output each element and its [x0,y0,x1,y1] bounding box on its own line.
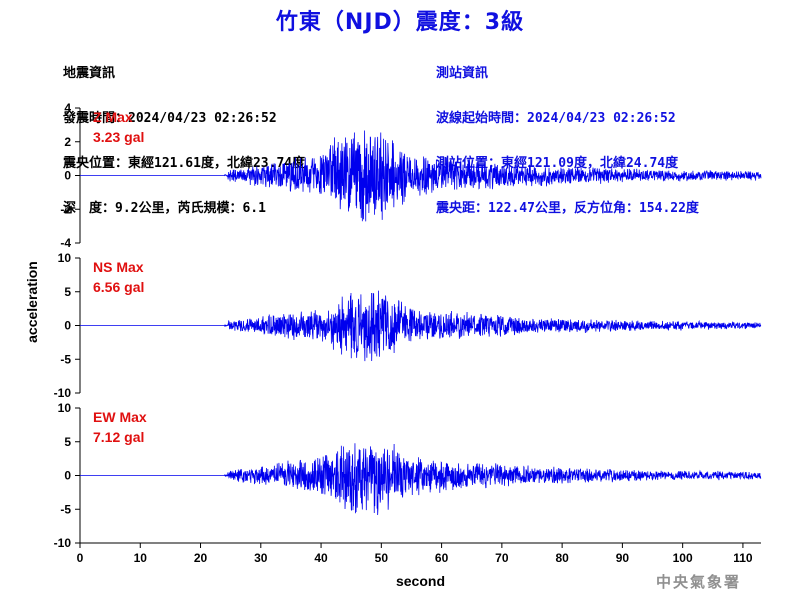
x-axis-label: second [396,573,445,589]
y-tick-label-Z: -2 [60,202,71,216]
y-tick-label-Z: -4 [60,236,71,250]
max-label-EW: EW Max [93,409,147,425]
origin-time: 發震時間：2024/04/23 02:26:52 [63,111,277,126]
y-tick-label-EW: 10 [58,401,72,415]
y-tick-label-EW: -10 [54,536,72,550]
x-tick-label: 80 [555,551,569,565]
max-label-NS: NS Max [93,259,144,275]
quake-info-heading: 地震資訊 [63,66,116,81]
y-tick-label-NS: -5 [60,352,71,366]
waveform-EW [80,443,762,516]
y-tick-label-Z: 2 [64,135,71,149]
x-tick-label: 40 [314,551,328,565]
y-tick-label-EW: 0 [64,469,71,483]
depth-magnitude: 深 度：9.2公里，芮氏規模：6.1 [63,201,266,216]
station-info-heading: 測站資訊 [436,66,489,81]
x-tick-label: 50 [375,551,389,565]
y-tick-label-Z: 4 [64,101,71,115]
y-tick-label-EW: -5 [60,502,71,516]
y-tick-label-NS: 10 [58,251,72,265]
y-axis-label: acceleration [24,261,40,343]
x-tick-label: 20 [194,551,208,565]
waveform-Z [80,130,762,222]
distance-azimuth: 震央距：122.47公里，反方位角：154.22度 [436,201,699,216]
x-tick-label: 10 [134,551,148,565]
y-tick-label-NS: 0 [64,319,71,333]
max-label-Z: Z Max [93,109,133,125]
y-tick-label-NS: 5 [64,285,71,299]
quake-info-block: 地震資訊 發震時間：2024/04/23 02:26:52 震央位置：東經121… [63,36,305,231]
x-tick-label: 100 [673,551,693,565]
wave-start-time: 波線起始時間：2024/04/23 02:26:52 [436,111,676,126]
max-value-EW: 7.12 gal [93,429,144,445]
waveform-NS [80,290,762,362]
x-tick-label: 110 [733,551,753,565]
y-tick-label-EW: 5 [64,435,71,449]
cwa-watermark: 中央氣象署 [656,573,742,591]
y-tick-label-NS: -10 [54,386,72,400]
max-value-Z: 3.23 gal [93,129,144,145]
x-tick-label: 70 [495,551,509,565]
x-tick-label: 60 [435,551,449,565]
max-value-NS: 6.56 gal [93,279,144,295]
y-tick-label-Z: 0 [64,169,71,183]
x-tick-label: 90 [616,551,630,565]
x-tick-label: 0 [77,551,84,565]
x-tick-label: 30 [254,551,268,565]
epicenter: 震央位置：東經121.61度，北緯23.74度 [63,156,306,171]
chart-title: 竹東（NJD）震度：3級 [275,10,525,35]
station-info-block: 測站資訊 波線起始時間：2024/04/23 02:26:52 測站位置：東經1… [436,36,699,231]
